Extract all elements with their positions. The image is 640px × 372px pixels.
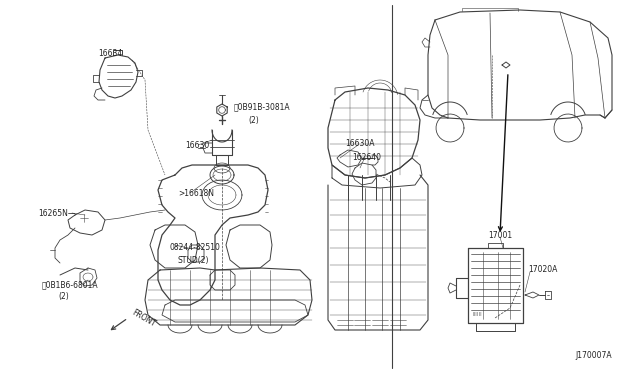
Text: J170007A: J170007A: [575, 350, 612, 359]
Text: 16265N—: 16265N—: [38, 208, 76, 218]
Text: 08244-82510: 08244-82510: [170, 244, 221, 253]
Text: (2): (2): [58, 292, 68, 301]
Text: >16618N: >16618N: [178, 189, 214, 198]
Text: 17020A: 17020A: [528, 266, 557, 275]
Text: (2): (2): [248, 115, 259, 125]
Text: STUD(2): STUD(2): [178, 256, 209, 264]
Text: 17001: 17001: [488, 231, 512, 240]
Text: IIIIII: IIIIII: [473, 312, 483, 317]
Text: Ⓑ0B1B6-6801A: Ⓑ0B1B6-6801A: [42, 280, 99, 289]
Text: 162640: 162640: [352, 153, 381, 161]
Text: 16630A: 16630A: [345, 138, 374, 148]
Text: Ⓝ0B91B-3081A: Ⓝ0B91B-3081A: [234, 103, 291, 112]
Text: FRONT: FRONT: [130, 308, 157, 328]
Text: 16630: 16630: [185, 141, 209, 150]
Text: 16634: 16634: [98, 48, 122, 58]
